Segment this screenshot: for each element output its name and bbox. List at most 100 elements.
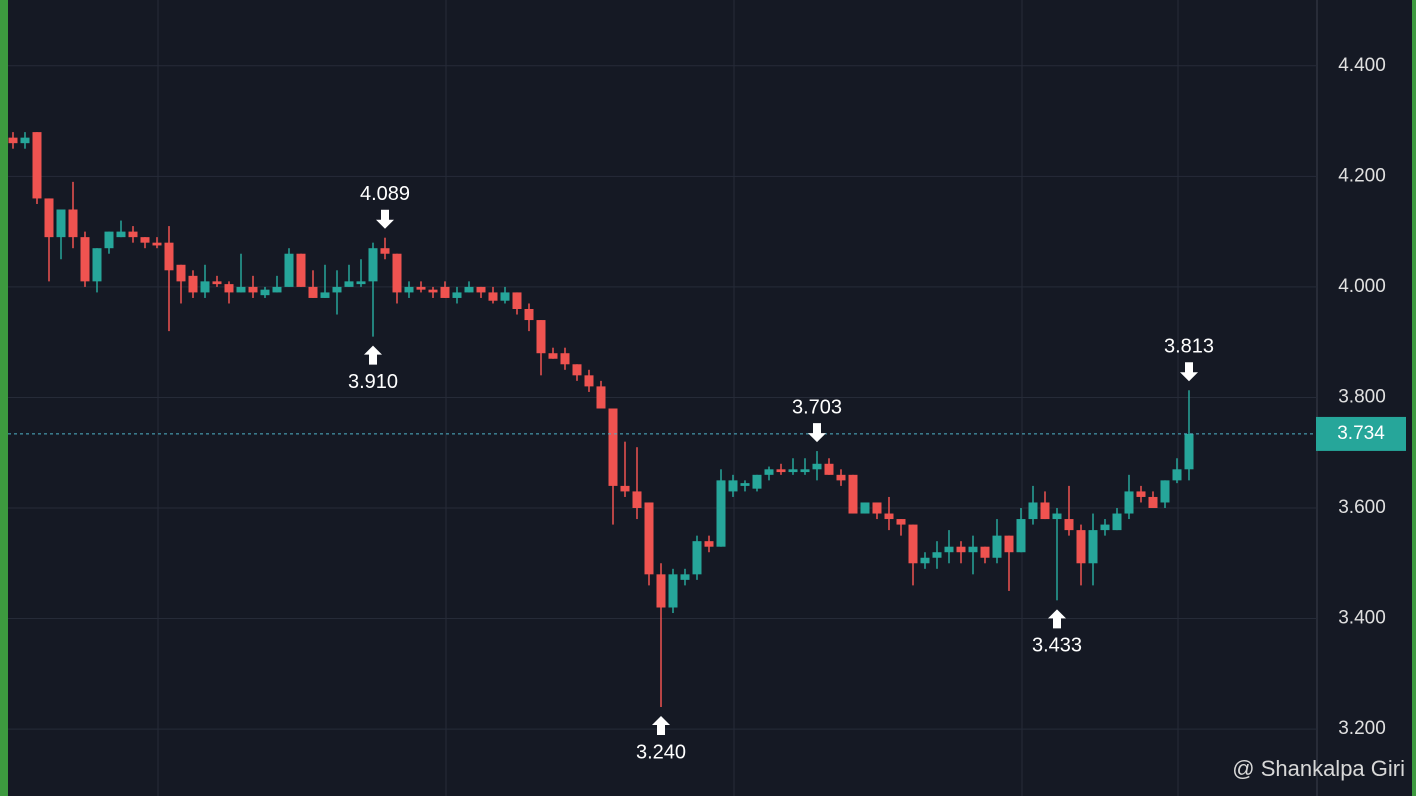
candle-body	[668, 574, 678, 608]
candle-body	[200, 281, 210, 293]
candle-body	[680, 574, 690, 580]
annotation-label: 3.910	[348, 371, 398, 393]
candle-body	[1076, 530, 1086, 564]
candle-body	[308, 286, 318, 298]
last-price-tag	[1316, 416, 1406, 451]
candle-body	[716, 480, 726, 547]
candle-body	[68, 209, 78, 238]
candle-body	[836, 474, 846, 481]
arrow-up	[652, 716, 670, 736]
candle-body	[992, 535, 1002, 558]
candle-body	[884, 513, 894, 520]
candle-body	[1100, 524, 1110, 531]
candle-body	[296, 253, 306, 287]
candle-body	[1088, 530, 1098, 564]
candle-body	[380, 248, 390, 254]
arrow-down	[808, 423, 826, 443]
candle-body	[1052, 513, 1062, 520]
candle-body	[704, 541, 714, 547]
candle-body	[176, 264, 186, 282]
arrow-down	[1180, 362, 1198, 382]
candle-body	[1136, 491, 1146, 497]
y-tick-label: 3.600	[1338, 497, 1386, 518]
candle-body	[464, 286, 474, 293]
arrow-up	[1048, 609, 1066, 629]
candle-body	[968, 546, 978, 553]
left-edge	[0, 0, 8, 796]
candle-body	[1148, 496, 1158, 509]
candle-body	[920, 557, 930, 564]
candle-body	[488, 292, 498, 301]
candle-body	[416, 286, 426, 290]
candle-body	[152, 242, 162, 246]
candle-body	[572, 364, 582, 376]
candle-body	[908, 524, 918, 564]
candle-body	[776, 469, 786, 473]
annotation-label: 3.433	[1032, 635, 1082, 657]
candle-body	[1124, 491, 1134, 514]
candle-body	[92, 248, 102, 282]
candle-body	[164, 242, 174, 271]
candle-body	[116, 231, 126, 238]
y-tick-label: 4.200	[1338, 165, 1386, 186]
candle-body	[1112, 513, 1122, 531]
annotation-label: 3.703	[792, 396, 842, 418]
watermark: @ Shankalpa Giri	[1232, 756, 1405, 781]
candle-body	[824, 463, 834, 475]
candle-body	[1184, 433, 1194, 470]
candle-body	[188, 275, 198, 293]
candle-body	[500, 292, 510, 301]
candle-body	[8, 137, 18, 144]
candle-body	[620, 485, 630, 492]
candle-body	[476, 286, 486, 293]
y-tick-label: 3.200	[1338, 718, 1386, 739]
candle-body	[1028, 502, 1038, 520]
candle-body	[656, 574, 666, 608]
candle-body	[560, 353, 570, 365]
candle-body	[1004, 535, 1014, 553]
candle-body	[872, 502, 882, 514]
candle-body	[260, 289, 270, 296]
candle-body	[692, 541, 702, 575]
annotation-label: 3.813	[1164, 336, 1214, 358]
candle-body	[764, 469, 774, 475]
y-tick-label: 4.400	[1338, 55, 1386, 76]
candle-body	[128, 231, 138, 238]
candle-body	[860, 502, 870, 514]
last-price-label: 3.734	[1337, 423, 1385, 444]
candle-body	[1016, 519, 1026, 553]
candle-body	[800, 469, 810, 473]
candle-body	[536, 320, 546, 354]
candle-body	[44, 198, 54, 238]
candle-body	[344, 281, 354, 287]
candle-body	[728, 480, 738, 492]
candle-body	[752, 474, 762, 489]
candle-body	[212, 281, 222, 285]
candle-body	[584, 375, 594, 387]
candle-body	[980, 546, 990, 558]
candle-body	[332, 286, 342, 293]
candle-body	[392, 253, 402, 293]
candle-body	[56, 209, 66, 238]
candle-body	[440, 286, 450, 298]
y-tick-label: 3.800	[1338, 386, 1386, 407]
candle-body	[20, 137, 30, 144]
candle-body	[140, 237, 150, 243]
candle-body	[1064, 519, 1074, 531]
right-edge	[1412, 0, 1416, 796]
candle-body	[524, 309, 534, 321]
candle-body	[80, 237, 90, 282]
candle-body	[320, 292, 330, 298]
candle-body	[788, 469, 798, 473]
candle-body	[548, 353, 558, 359]
arrow-down	[376, 209, 394, 229]
candle-body	[956, 546, 966, 553]
candle-body	[1040, 502, 1050, 520]
candle-body	[632, 491, 642, 509]
candle-body	[404, 286, 414, 293]
candle-body	[272, 286, 282, 293]
candle-body	[32, 132, 42, 199]
candle-body	[1160, 480, 1170, 503]
